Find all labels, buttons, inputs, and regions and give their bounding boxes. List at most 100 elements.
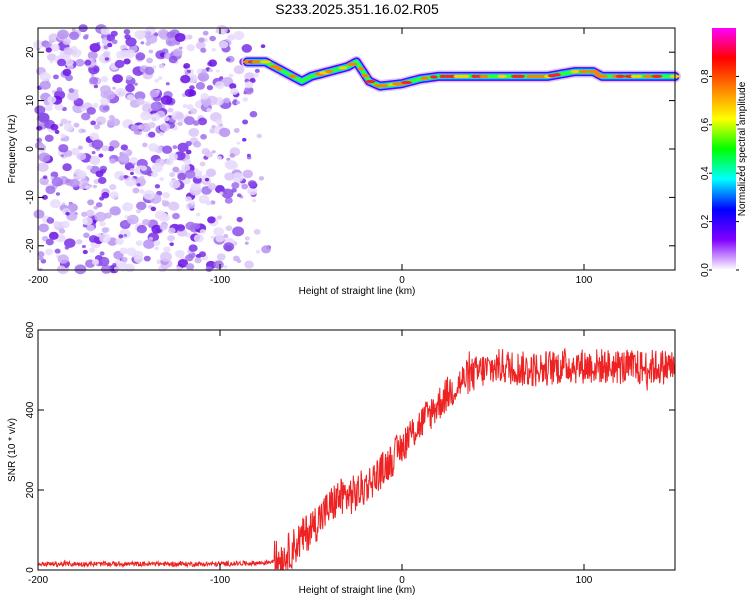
spectrogram-noise-blob	[200, 133, 207, 140]
spectrogram-noise-blob	[181, 164, 191, 172]
spectrogram-noise-blob	[255, 249, 261, 254]
spectrogram-noise-blob	[101, 227, 109, 233]
spectrogram-noise-blob	[37, 251, 45, 258]
spectrogram-noise-blob	[46, 53, 57, 62]
spectrogram-noise-blob	[102, 105, 110, 111]
spectrogram-noise-blob	[118, 234, 124, 239]
spectrogram-noise-blob	[244, 236, 250, 241]
spectrogram-noise-blob	[38, 144, 47, 151]
spectrogram-ridge-hotspot	[357, 67, 365, 71]
spectrogram-noise-blob	[172, 166, 180, 173]
spectrogram-noise-blob	[98, 153, 104, 158]
snr-ytick-label: 0	[25, 567, 36, 573]
spectrogram-noise-blob	[54, 129, 60, 134]
spectrogram-noise-blob	[109, 158, 116, 164]
spectrogram-noise-blob	[104, 57, 110, 61]
spectrogram-noise-blob	[210, 200, 216, 205]
spectrogram-noise-blob	[236, 216, 243, 223]
spectrogram-noise-blob	[206, 107, 212, 113]
spectrogram-noise-blob	[135, 98, 145, 106]
spectrogram-ytick-label: 20	[25, 46, 36, 58]
colorbar-gradient	[712, 28, 736, 270]
spectrogram-noise-blob	[229, 153, 236, 158]
spectrogram-noise-blob	[45, 185, 56, 195]
spectrogram-noise-blob	[163, 246, 171, 253]
spectrogram-noise-blob	[119, 154, 129, 163]
colorbar-ticks: 0.0 0.2 0.4 0.6 0.8	[700, 69, 739, 277]
spectrogram-noise-blob	[92, 102, 99, 108]
spectrogram-noise-blob	[85, 185, 91, 190]
spectrogram-noise-blob	[112, 86, 116, 90]
spectrogram-noise-blob	[236, 193, 242, 198]
spectrogram-noise-blob	[125, 37, 137, 47]
spectrogram-noise-blob	[166, 31, 175, 39]
spectrogram-noise-blob	[177, 121, 183, 126]
spectrogram-noise-blob	[84, 59, 92, 66]
spectrogram-noise-blob	[244, 260, 254, 269]
spectrogram-noise-blob	[49, 199, 61, 209]
spectrogram-noise-blob	[219, 127, 231, 138]
spectrogram-noise-blob	[33, 209, 45, 219]
spectrogram-noise-blob	[207, 182, 217, 190]
spectrogram-noise-blob	[62, 38, 71, 45]
spectrogram-noise-blob	[197, 117, 208, 126]
snr-frame	[37, 329, 676, 571]
spectrogram-ytick-label: -10	[25, 190, 36, 205]
spectrogram-ridge-hotspot	[593, 72, 602, 76]
spectrogram-noise-blob	[235, 100, 241, 105]
spectrogram-noise-blob	[135, 240, 143, 246]
spectrogram-noise-blob	[202, 30, 209, 36]
spectrogram-ridge-hotspot	[338, 66, 348, 70]
spectrogram-noise-blob	[120, 90, 127, 96]
spectrogram-noise-blob	[227, 34, 235, 41]
spectrogram-noise-blob	[82, 35, 89, 40]
spectrogram-noise-blob	[184, 196, 192, 203]
spectrogram-noise-blob	[223, 234, 229, 239]
spectrogram-noise-blob	[120, 144, 128, 151]
spectrogram-noise-blob	[260, 44, 266, 49]
spectrogram-noise-blob	[151, 224, 163, 234]
spectrogram-noise-blob	[87, 51, 98, 60]
spectrogram-noise-blob	[223, 265, 228, 269]
colorbar: 0.0 0.2 0.4 0.6 0.8 Normalized spectral ampl…	[700, 28, 748, 277]
spectrogram-ridge-hotspot	[615, 74, 626, 78]
spectrogram-noise-blob	[231, 182, 240, 189]
spectrogram-noise-blob	[126, 214, 139, 225]
spectrogram-noise-blob	[95, 202, 103, 208]
spectrogram-noise-blob	[133, 255, 144, 264]
spectrogram-noise-blob	[107, 119, 115, 126]
spectrogram-noise-blob	[204, 177, 210, 182]
spectrogram-noise-blob	[150, 206, 157, 212]
spectrogram-noise-blob	[38, 256, 44, 261]
spectrogram-ridge-hotspot	[379, 84, 388, 88]
spectrogram-noise-blob	[184, 159, 192, 166]
spectrogram-noise-blob	[122, 202, 134, 212]
spectrogram-noise-blob	[249, 111, 258, 118]
spectrogram-noise-blob	[188, 127, 200, 138]
spectrogram-ridge-hotspot	[596, 74, 608, 78]
spectrogram-noise-blob	[168, 152, 178, 161]
spectrogram-noise-blob	[253, 72, 260, 78]
spectrogram-ridge-hotspot	[288, 74, 297, 78]
spectrogram-noise-blob	[109, 191, 119, 199]
spectrogram-noise-blob	[154, 246, 160, 251]
spectrogram-noise-blob	[139, 175, 145, 180]
spectrogram-noise-blob	[64, 245, 70, 250]
spectrogram-noise-blob	[159, 122, 171, 132]
snr-xtick-label: 100	[576, 575, 593, 586]
spectrogram-noise-blob	[224, 244, 233, 252]
spectrogram-noise-blob	[100, 97, 110, 106]
spectrogram-noise-blob	[64, 238, 76, 248]
spectrogram-ridge-hotspot	[635, 74, 642, 78]
spectrogram-noise-blob	[100, 27, 110, 35]
spectrogram-noise-blob	[198, 251, 207, 258]
snr-ytick-label: 600	[25, 321, 36, 338]
spectrogram-noise-blob	[244, 81, 254, 89]
spectrogram-noise-blob	[58, 144, 69, 153]
spectrogram-noise-blob	[195, 41, 206, 50]
spectrogram-ridge-hotspot	[430, 75, 438, 79]
spectrogram-noise-blob	[154, 210, 167, 220]
spectrogram-noise-blob	[241, 183, 249, 190]
spectrogram-noise-blob	[60, 118, 68, 125]
